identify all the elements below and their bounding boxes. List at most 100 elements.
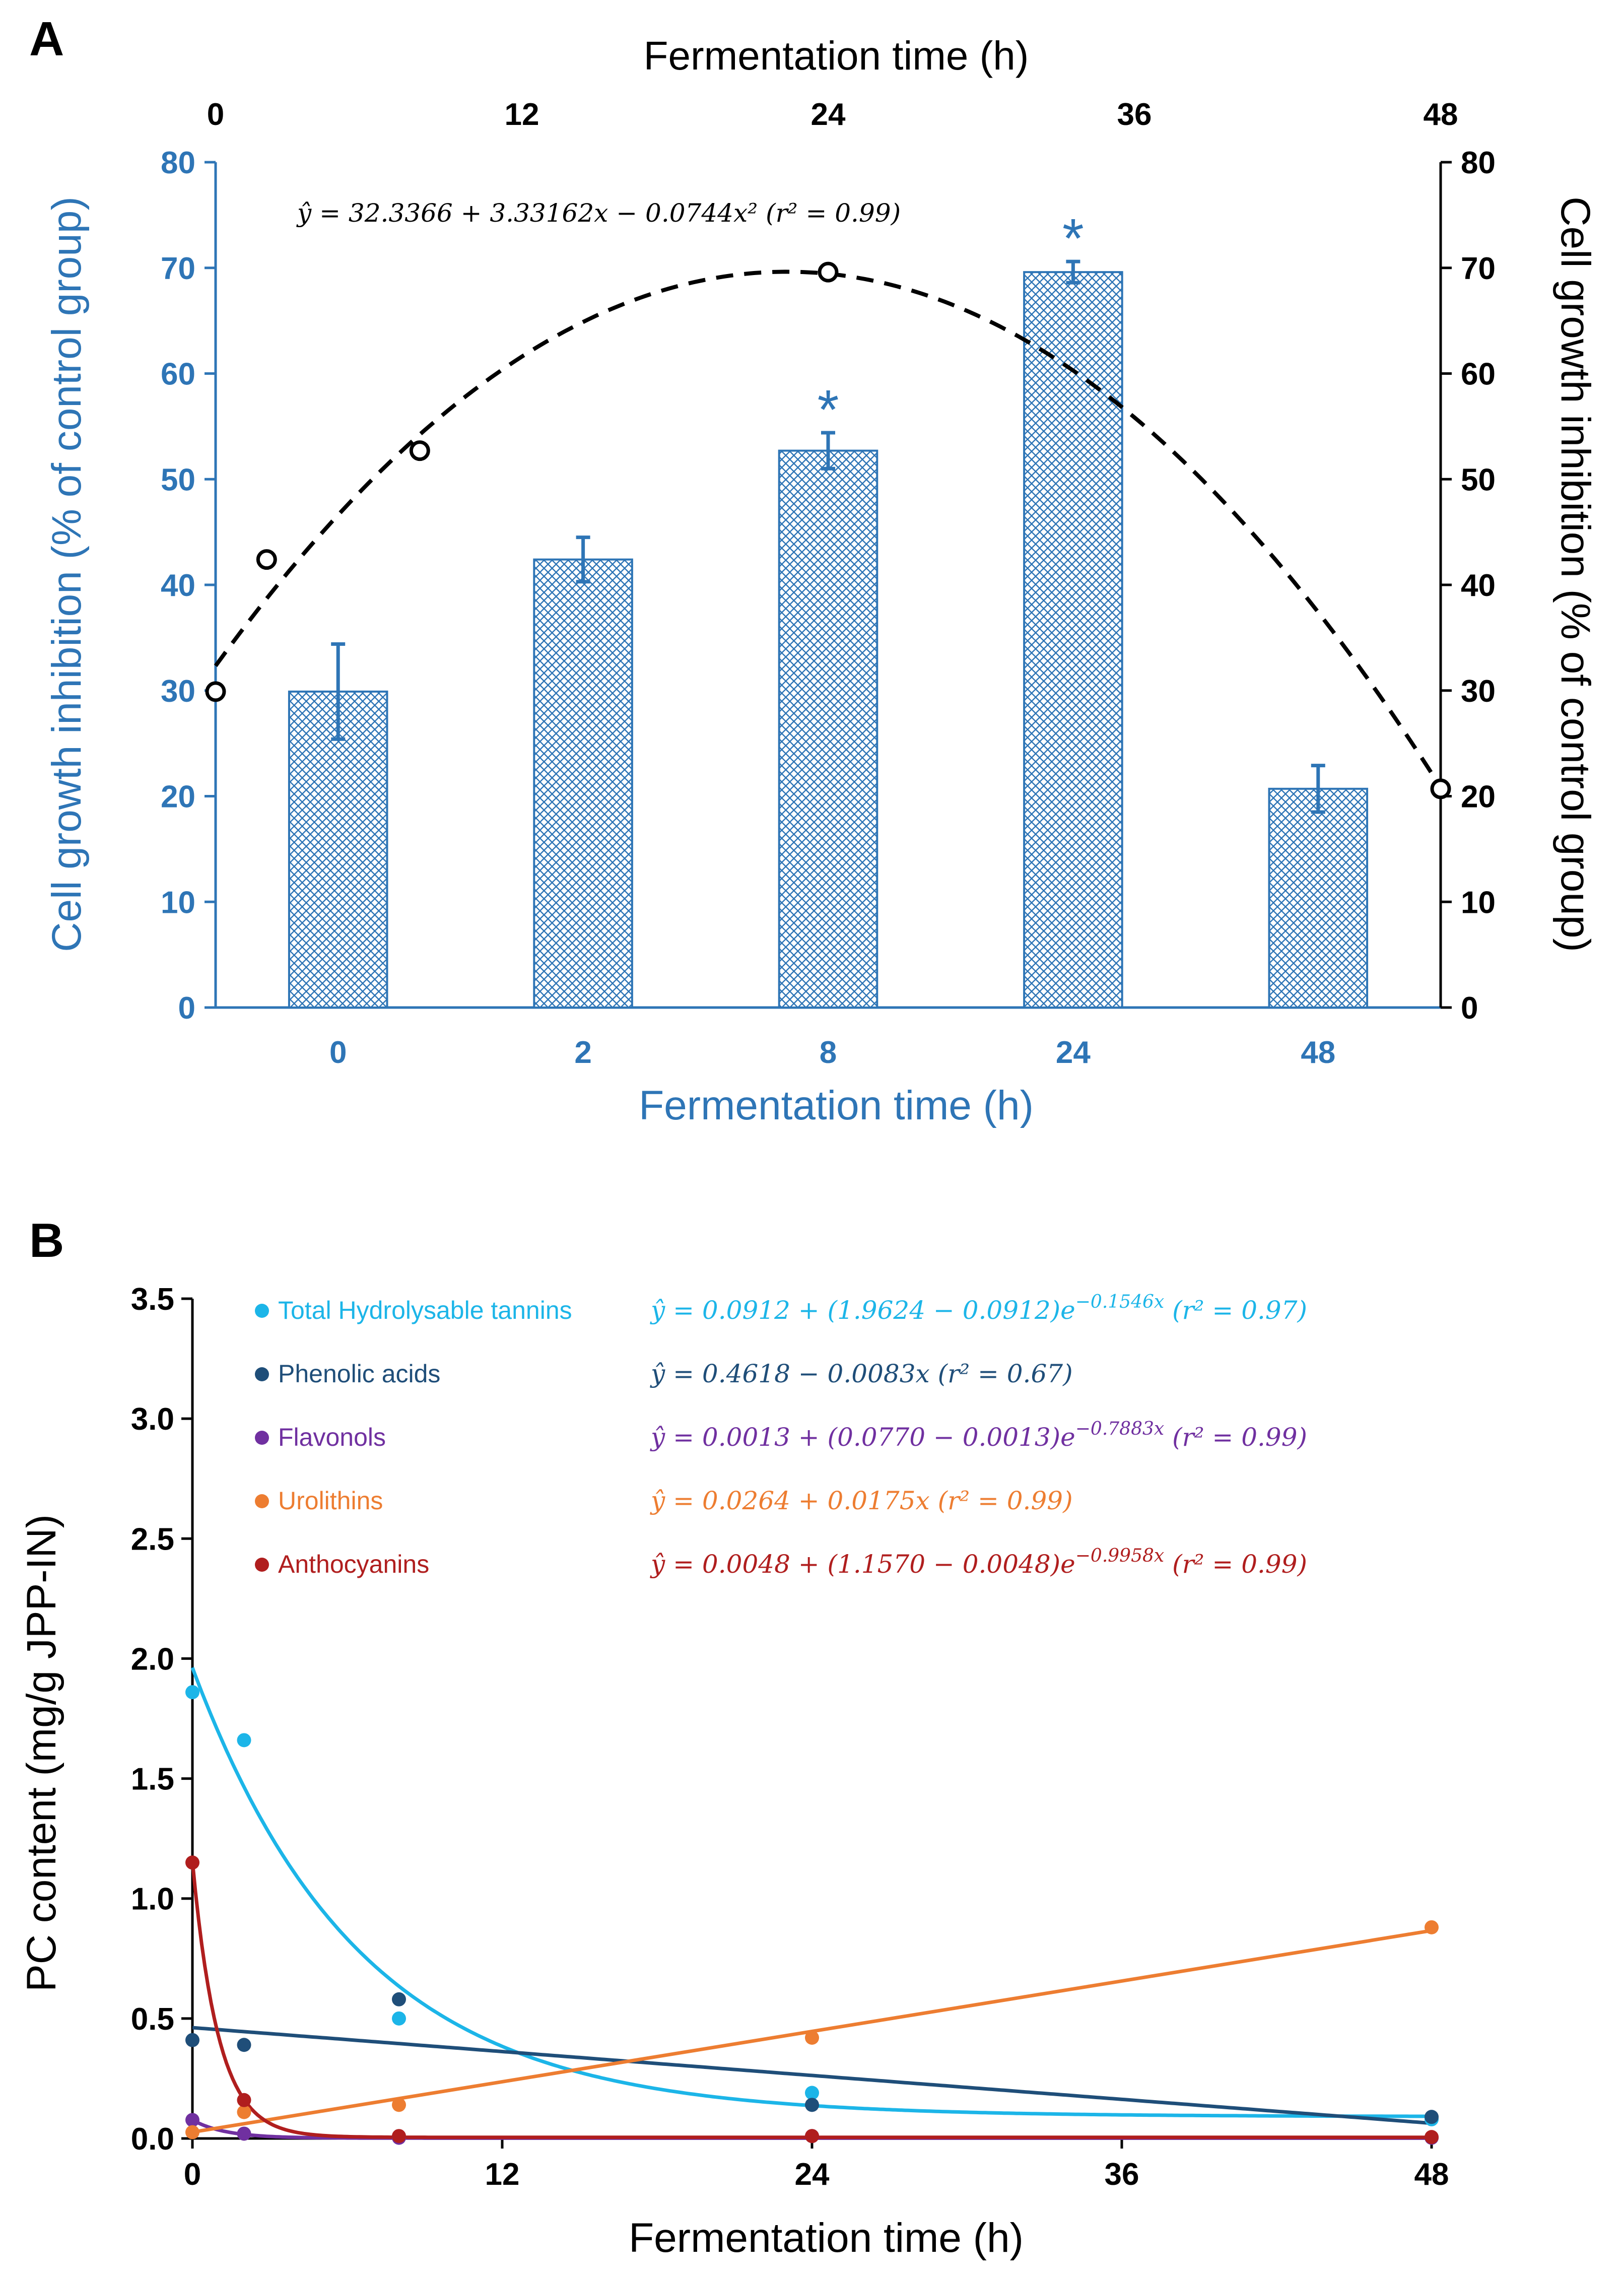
panel-a-overlay-point (1430, 778, 1451, 799)
panel-a-overlay-point (409, 440, 430, 461)
panel-b-data-points (185, 1685, 1439, 2145)
panel-a-overlay-point (256, 549, 277, 570)
panel-b-legend-equation: ŷ = 0.4618 − 0.0083x (r² = 0.67) (650, 1359, 1073, 1388)
panel-a-left-tick-label: 50 (161, 462, 195, 497)
panel-a-category-label: 8 (820, 1035, 837, 1070)
panel-b-y-tick-label: 1.5 (131, 1762, 174, 1797)
panel-a-bar (1023, 271, 1123, 1009)
panel-a-right-tick-label: 70 (1461, 251, 1496, 286)
panel-a-significance-star: * (1062, 208, 1084, 270)
panel-b-data-point (392, 1992, 406, 2006)
panel-a-overlay-points (205, 261, 1451, 799)
panel-b-data-point (185, 2113, 199, 2127)
panel-a-right-axis: 0 10 20 30 40 50 60 70 80 (1439, 146, 1496, 1026)
panel-a-top-tick-label: 12 (505, 97, 539, 132)
panel-a-fit-curve (214, 270, 1443, 789)
panel-a-right-tick-label: 20 (1461, 780, 1496, 815)
panel-b-y-tick-label: 0.0 (131, 2122, 174, 2157)
panel-b-data-point (392, 2011, 406, 2026)
panel-b-data-point (185, 1685, 199, 1700)
panel-b-legend-marker (255, 1304, 269, 1318)
panel-b-y-tick-label: 1.0 (131, 1882, 174, 1917)
panel-a-left-tick-label: 70 (161, 251, 195, 286)
panel-b-x-tick-label: 36 (1105, 2157, 1139, 2192)
panel-a-significance-star: * (818, 379, 839, 441)
panel-b-x-tick-label: 48 (1414, 2157, 1449, 2192)
panel-b-y-tick-label: 0.5 (131, 2002, 174, 2037)
panel-b-letter: B (29, 1214, 64, 1267)
panel-b-x-tick-label: 12 (485, 2157, 520, 2192)
panel-b-fit-curves (190, 1667, 1432, 2140)
panel-b-legend-label: Flavonols (278, 1423, 386, 1451)
panel-a-right-tick-label: 30 (1461, 674, 1496, 709)
panel-b-data-point (237, 2126, 251, 2141)
panel-b-legend-label: Phenolic acids (278, 1360, 440, 1388)
panel-b-data-point (237, 2038, 251, 2052)
panel-a-left-tick-label: 80 (161, 146, 195, 180)
panel-a-top-tick-label: 36 (1117, 97, 1152, 132)
panel-a-category-label: 2 (574, 1035, 591, 1070)
panel-b-data-point (805, 2129, 819, 2144)
panel-b-legend-marker (255, 1431, 269, 1445)
panel-a-left-tick-label: 30 (161, 674, 195, 709)
panel-b-legend: Total Hydrolysable tannins ŷ = 0.0912 + (… (255, 1292, 1307, 1579)
panel-b-x-tick-label: 24 (795, 2157, 830, 2192)
panel-a-bars (288, 271, 1369, 1009)
panel-a-left-tick-label: 20 (161, 780, 195, 815)
panel-a-y-axis-title: Cell growth inhibition (% of control gro… (44, 196, 90, 952)
panel-a-right-tick-label: 60 (1461, 357, 1496, 392)
panel-b-data-point (237, 1733, 251, 1748)
panel-a-category-label: 0 (329, 1035, 347, 1070)
panel-b-axes: 0.0 0.5 1.0 1.5 2.0 2.5 3.0 3.5 0 12 24 36 48 (131, 1282, 1449, 2192)
panel-b-legend-label: Total Hydrolysable tannins (278, 1296, 572, 1324)
panel-b-fit-curve (192, 2026, 1432, 2125)
panel-b-fit-curve (190, 1667, 1432, 2118)
panel-a-category-label: 24 (1056, 1035, 1091, 1070)
panel-b-legend-equation: ŷ = 0.0048 + (1.1570 − 0.0048)e−0.9958x … (650, 1546, 1307, 1579)
panel-b-data-point (1425, 2130, 1439, 2145)
panel-b: B 0.0 0.5 1.0 1.5 2.0 2.5 3.0 3.5 0 12 24 36 48 Tota… (19, 1214, 1449, 2261)
panel-a-left-tick-label: 40 (161, 568, 195, 603)
panel-a-bar (288, 690, 388, 1009)
panel-b-data-point (805, 2030, 819, 2045)
panel-a-right-tick-label: 50 (1461, 462, 1496, 497)
panel-a-error-bars (331, 259, 1325, 814)
panel-b-legend-label: Anthocyanins (278, 1550, 429, 1578)
panel-a-overlay-point (818, 261, 839, 283)
panel-a-left-tick-label: 10 (161, 885, 195, 920)
panel-b-data-point (805, 2098, 819, 2112)
panel-b-data-point (392, 2129, 406, 2144)
panel-b-legend-equation: ŷ = 0.0912 + (1.9624 − 0.0912)e−0.1546x … (650, 1292, 1307, 1325)
panel-a-category-labels: 0 2 8 24 48 (329, 1035, 1335, 1070)
panel-a-category-label: 48 (1301, 1035, 1335, 1070)
panel-b-x-tick-label: 0 (184, 2157, 201, 2192)
panel-a-right-tick-label: 0 (1461, 991, 1478, 1026)
panel-b-legend-equation: ŷ = 0.0264 + 0.0175x (r² = 0.99) (650, 1486, 1073, 1515)
panel-b-y-tick-label: 2.5 (131, 1522, 174, 1557)
panel-a-bar (1268, 787, 1369, 1009)
panel-b-data-point (185, 1855, 199, 1870)
panel-b-data-point (185, 2033, 199, 2047)
panel-b-data-point (237, 2105, 251, 2119)
panel-a-overlay-point (205, 681, 226, 702)
panel-a-top-tick-label: 24 (811, 97, 846, 132)
panel-a: A Fermentation time (h) 0 12 24 36 48 010203… (29, 12, 1598, 1128)
panel-b-data-point (392, 2098, 406, 2112)
panel-a-right-tick-label: 40 (1461, 568, 1496, 603)
panel-a-right-tick-label: 80 (1461, 146, 1496, 180)
panel-b-legend-label: Urolithins (278, 1487, 383, 1515)
panel-b-data-point (1425, 2110, 1439, 2124)
panel-a-top-tick-label: 48 (1424, 97, 1458, 132)
panel-b-legend-marker (255, 1558, 269, 1572)
panel-a-bar (533, 558, 633, 1009)
panel-a-top-axis-title: Fermentation time (h) (644, 33, 1029, 78)
panel-a-right-tick-label: 10 (1461, 885, 1496, 920)
panel-b-y-tick-label: 2.0 (131, 1642, 174, 1677)
panel-b-y-tick-label: 3.5 (131, 1282, 174, 1317)
panel-a-right-axis-title: Cell growth inhibition (% of control gro… (1552, 196, 1598, 952)
panel-a-significance-markers: ** (818, 208, 1084, 441)
panel-a-equation: ŷ = 32.3366 + 3.33162x − 0.0744x² (r² = … (296, 198, 901, 228)
panel-b-data-point (237, 2093, 251, 2107)
panel-a-top-tick-label: 0 (207, 97, 224, 132)
